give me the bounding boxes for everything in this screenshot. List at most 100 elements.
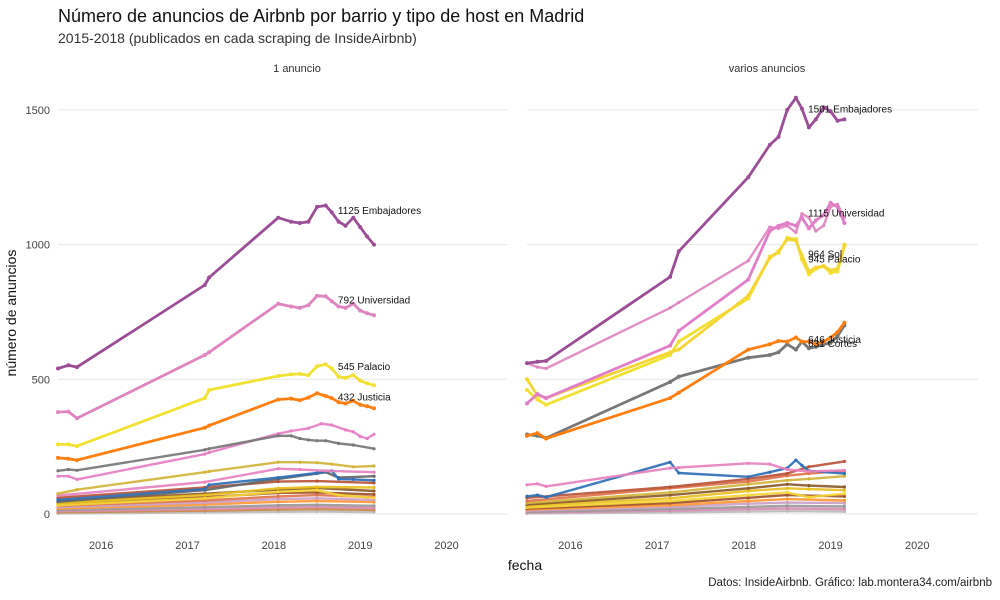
data-point	[56, 469, 60, 473]
data-point	[535, 493, 540, 497]
data-point	[806, 125, 811, 130]
data-point	[372, 432, 376, 436]
data-point	[203, 470, 207, 474]
data-point	[807, 465, 811, 469]
data-point	[800, 212, 804, 216]
data-point	[544, 396, 549, 401]
data-point	[343, 305, 348, 310]
chart-title: Número de anuncios de Airbnb por barrio …	[58, 6, 585, 26]
data-point	[66, 456, 71, 461]
data-point	[535, 365, 540, 369]
data-point	[785, 509, 789, 513]
data-point	[767, 353, 772, 357]
data-point	[668, 493, 672, 497]
data-point	[358, 402, 363, 407]
data-point	[525, 361, 529, 366]
data-point	[306, 438, 310, 442]
data-point	[75, 488, 79, 492]
data-point	[329, 299, 334, 304]
data-point	[351, 465, 355, 469]
data-point	[676, 374, 681, 379]
data-point	[746, 480, 750, 484]
data-point	[677, 471, 681, 475]
data-point	[835, 266, 840, 271]
data-point	[75, 468, 79, 472]
data-point	[794, 458, 798, 462]
data-point	[56, 492, 60, 496]
data-point	[525, 377, 529, 382]
x-tick-label: 2018	[732, 540, 756, 552]
data-point	[358, 225, 363, 230]
data-point	[535, 482, 540, 486]
data-point	[365, 311, 370, 316]
data-point	[276, 510, 280, 514]
data-point	[767, 256, 772, 261]
data-point	[785, 237, 790, 242]
data-point	[66, 363, 71, 368]
data-point	[298, 436, 302, 441]
data-point	[372, 478, 376, 482]
series-end-label: 945 Palacio	[808, 254, 861, 265]
data-point	[207, 350, 212, 355]
data-point	[800, 463, 804, 467]
data-point	[351, 215, 356, 220]
data-point	[289, 429, 293, 433]
data-point	[372, 489, 376, 493]
data-point	[768, 462, 772, 466]
data-point	[336, 304, 341, 309]
data-point	[75, 444, 79, 449]
data-point	[315, 461, 319, 465]
data-point	[807, 487, 811, 491]
data-point	[842, 492, 847, 496]
data-point	[276, 500, 280, 504]
data-point	[75, 365, 79, 370]
data-point	[746, 496, 750, 500]
data-point	[276, 476, 280, 480]
data-point	[776, 350, 781, 355]
plot-panels: 0 500 1000 1500 2016 2017 2018 2019 2020 1125 Emb…	[26, 95, 978, 552]
data-point	[289, 396, 294, 401]
data-point	[372, 485, 376, 490]
data-point	[793, 347, 798, 352]
data-point	[822, 224, 826, 228]
data-point	[544, 366, 548, 371]
data-point	[785, 107, 790, 112]
data-point	[365, 234, 370, 239]
data-point	[544, 436, 549, 441]
data-point	[351, 477, 355, 481]
data-point	[203, 487, 207, 491]
panel-1: 0 500 1000 1500 2016 2017 2018 2019 2020 1125 Emb…	[26, 105, 507, 552]
data-point	[329, 210, 334, 215]
data-point	[276, 494, 280, 498]
data-point	[75, 416, 79, 421]
data-point	[776, 339, 781, 343]
data-point	[785, 497, 789, 501]
data-point	[365, 381, 370, 386]
data-point	[372, 447, 376, 451]
data-point	[336, 400, 341, 405]
data-point	[842, 468, 847, 472]
data-point	[525, 483, 529, 487]
data-point	[746, 277, 751, 282]
data-point	[767, 142, 772, 147]
series-line	[56, 204, 376, 370]
data-point	[372, 383, 376, 388]
data-point	[807, 477, 811, 481]
data-point	[56, 442, 60, 447]
data-point	[677, 300, 681, 305]
data-point	[842, 242, 847, 247]
data-point	[767, 229, 772, 234]
data-point	[276, 505, 280, 510]
data-point	[365, 404, 370, 409]
data-point	[842, 320, 847, 325]
data-point	[535, 397, 540, 402]
data-point	[358, 434, 362, 438]
data-point	[746, 486, 750, 490]
data-point	[525, 401, 529, 406]
data-point	[202, 425, 207, 430]
data-point	[668, 396, 673, 401]
series-line	[525, 491, 846, 509]
x-tick-label: 2017	[175, 540, 199, 552]
data-point	[315, 488, 319, 492]
data-point	[324, 439, 328, 443]
